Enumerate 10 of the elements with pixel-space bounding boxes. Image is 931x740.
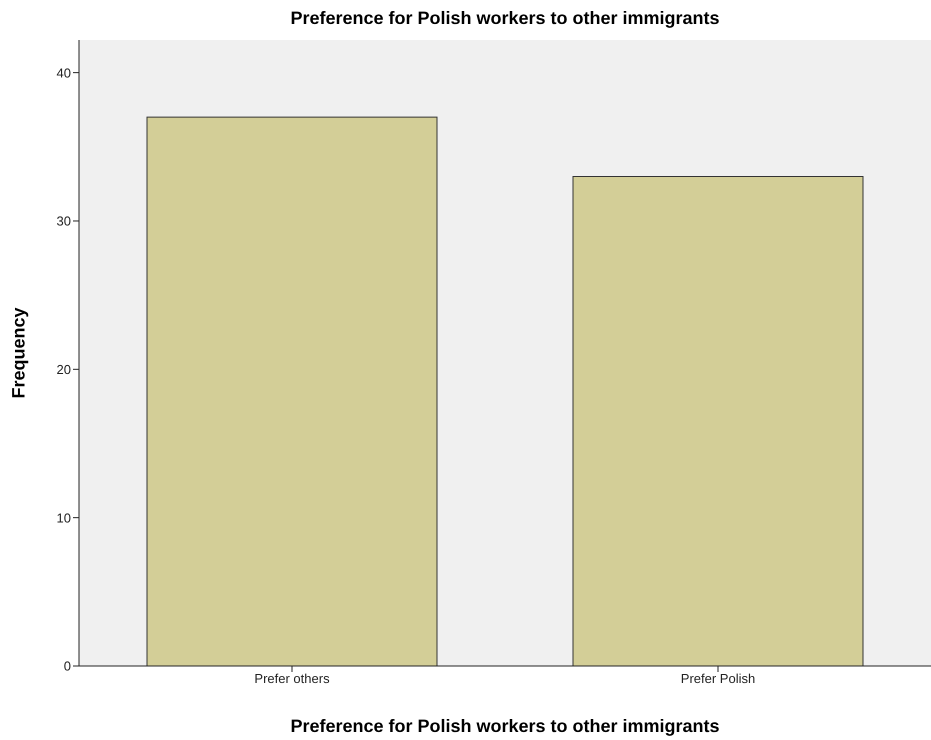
y-tick-label: 20 xyxy=(56,362,71,377)
x-tick-label: Prefer Polish xyxy=(680,671,756,686)
x-tick-label: Prefer others xyxy=(254,671,330,686)
y-tick-label: 10 xyxy=(56,510,71,526)
y-tick-label: 30 xyxy=(56,214,71,229)
chart-title: Preference for Polish workers to other immigrants xyxy=(289,8,721,29)
y-tick-label: 0 xyxy=(64,658,71,674)
x-axis-title: Preference for Polish workers to other immigrants xyxy=(290,716,720,736)
y-tick-label: 40 xyxy=(56,65,71,80)
y-axis-title: Frequency xyxy=(8,307,28,399)
